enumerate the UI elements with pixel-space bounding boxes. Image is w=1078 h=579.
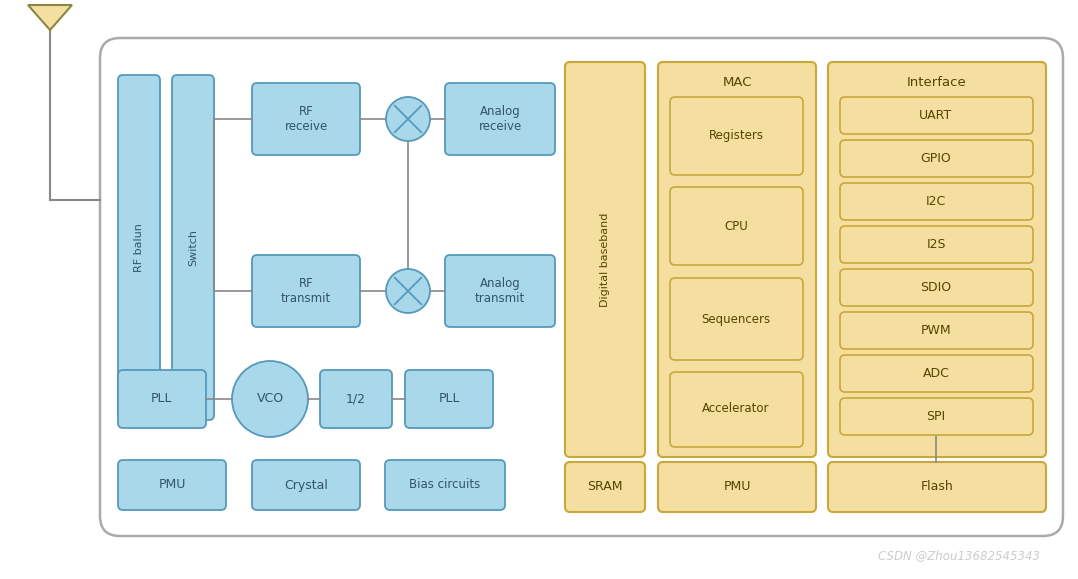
Text: Analog
receive: Analog receive: [479, 105, 522, 133]
Text: MAC: MAC: [722, 75, 751, 89]
Text: Bias circuits: Bias circuits: [410, 478, 481, 492]
FancyBboxPatch shape: [840, 398, 1033, 435]
Text: PMU: PMU: [723, 481, 750, 493]
FancyBboxPatch shape: [658, 62, 816, 457]
FancyBboxPatch shape: [671, 187, 803, 265]
FancyBboxPatch shape: [320, 370, 392, 428]
Text: PMU: PMU: [158, 478, 185, 492]
FancyBboxPatch shape: [405, 370, 493, 428]
Text: Crystal: Crystal: [285, 478, 328, 492]
FancyBboxPatch shape: [252, 255, 360, 327]
FancyBboxPatch shape: [118, 460, 226, 510]
FancyBboxPatch shape: [840, 269, 1033, 306]
Text: Sequencers: Sequencers: [702, 313, 771, 325]
Text: Interface: Interface: [907, 75, 967, 89]
Circle shape: [386, 269, 430, 313]
FancyBboxPatch shape: [658, 462, 816, 512]
Text: SRAM: SRAM: [588, 481, 623, 493]
Text: GPIO: GPIO: [921, 152, 952, 165]
Text: Registers: Registers: [708, 130, 763, 142]
FancyBboxPatch shape: [840, 183, 1033, 220]
FancyBboxPatch shape: [840, 355, 1033, 392]
FancyBboxPatch shape: [252, 83, 360, 155]
Circle shape: [232, 361, 308, 437]
Text: PLL: PLL: [151, 393, 172, 405]
Text: SPI: SPI: [926, 410, 945, 423]
FancyBboxPatch shape: [445, 83, 555, 155]
FancyBboxPatch shape: [445, 255, 555, 327]
Text: PLL: PLL: [439, 393, 459, 405]
Text: RF balun: RF balun: [134, 223, 144, 273]
Text: Digital baseband: Digital baseband: [600, 213, 610, 307]
FancyBboxPatch shape: [385, 460, 505, 510]
Text: RF
transmit: RF transmit: [281, 277, 331, 305]
FancyBboxPatch shape: [565, 62, 645, 457]
Text: Switch: Switch: [188, 229, 198, 266]
FancyBboxPatch shape: [840, 312, 1033, 349]
Text: ADC: ADC: [923, 367, 950, 380]
FancyBboxPatch shape: [671, 372, 803, 447]
FancyBboxPatch shape: [671, 278, 803, 360]
Text: Accelerator: Accelerator: [702, 402, 770, 416]
Text: SDIO: SDIO: [921, 281, 952, 294]
Circle shape: [386, 97, 430, 141]
Text: CSDN @Zhou13682545343: CSDN @Zhou13682545343: [877, 549, 1040, 563]
FancyBboxPatch shape: [840, 226, 1033, 263]
Text: VCO: VCO: [257, 393, 284, 405]
Text: I2C: I2C: [926, 195, 946, 208]
FancyBboxPatch shape: [671, 97, 803, 175]
Text: I2S: I2S: [926, 238, 945, 251]
FancyBboxPatch shape: [100, 38, 1063, 536]
FancyBboxPatch shape: [118, 75, 160, 420]
Text: UART: UART: [920, 109, 953, 122]
Text: Flash: Flash: [921, 481, 953, 493]
FancyBboxPatch shape: [840, 97, 1033, 134]
Text: PWM: PWM: [921, 324, 951, 337]
FancyBboxPatch shape: [172, 75, 215, 420]
Text: RF
receive: RF receive: [285, 105, 328, 133]
FancyBboxPatch shape: [828, 62, 1046, 457]
Polygon shape: [28, 5, 72, 30]
FancyBboxPatch shape: [840, 140, 1033, 177]
FancyBboxPatch shape: [252, 460, 360, 510]
Text: Analog
transmit: Analog transmit: [475, 277, 525, 305]
Text: CPU: CPU: [724, 219, 748, 233]
FancyBboxPatch shape: [828, 462, 1046, 512]
FancyBboxPatch shape: [565, 462, 645, 512]
Text: 1/2: 1/2: [346, 393, 367, 405]
FancyBboxPatch shape: [118, 370, 206, 428]
